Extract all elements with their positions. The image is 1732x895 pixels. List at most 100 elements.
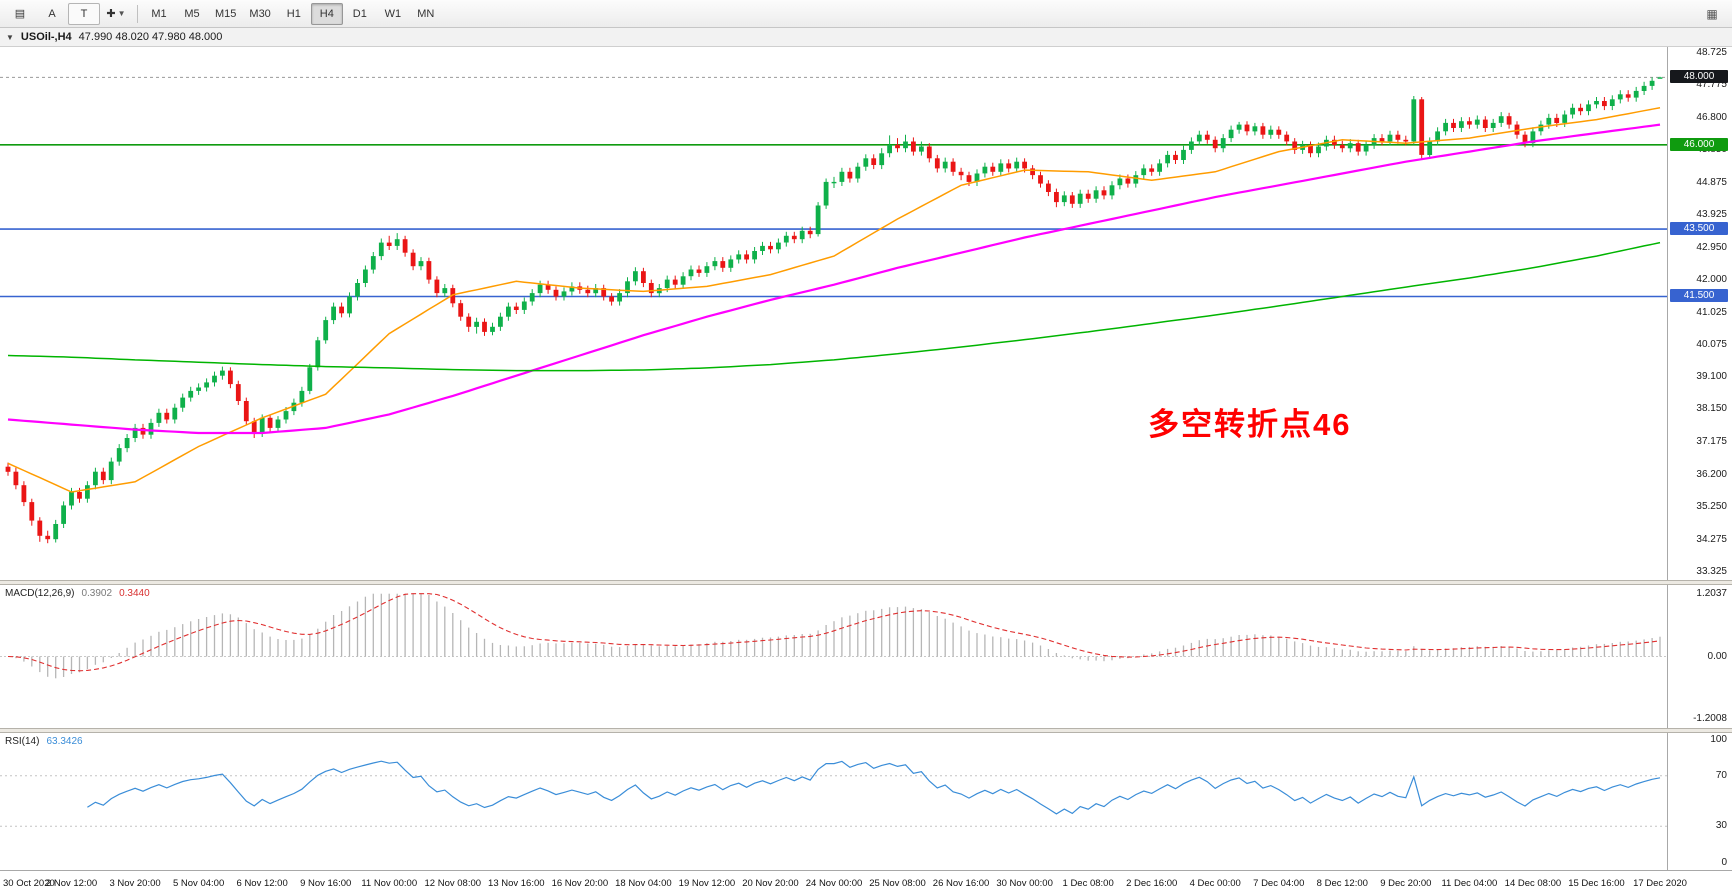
time-tick-label: 7 Dec 04:00: [1253, 878, 1305, 889]
time-tick-label: 2 Nov 12:00: [45, 878, 98, 889]
time-tick-label: 16 Nov 20:00: [551, 878, 609, 889]
drawing-tools-button[interactable]: ✚ ▼: [100, 3, 132, 25]
price-tick-label: 35.250: [1696, 501, 1727, 513]
time-tick-label: 30 Nov 00:00: [996, 878, 1053, 889]
rsi-panel[interactable]: RSI(14) 63.3426 100 70 30 0: [0, 733, 1732, 870]
macd-signal-value: 0.3440: [119, 588, 150, 599]
one-click-trading-icon[interactable]: ▼: [6, 32, 14, 42]
ma-fast-orange: [7, 107, 1661, 493]
price-chart-panel[interactable]: 多空转折点46 48.72547.77546.80045.85044.87543…: [0, 47, 1732, 580]
time-tick-label: 4 Dec 00:00: [1189, 878, 1241, 889]
timeframe-button-m15[interactable]: M15: [215, 7, 237, 20]
rsi-tick-label: 100: [1710, 734, 1727, 745]
chart-annotation: 多空转折点46: [1148, 407, 1352, 442]
time-tick-label: 17 Dec 2020: [1633, 878, 1687, 889]
time-tick-label: 9 Nov 16:00: [300, 878, 352, 889]
time-tick-label: 26 Nov 16:00: [932, 878, 990, 889]
price-tick-label: 41.025: [1696, 306, 1727, 318]
timeframe-button-w1[interactable]: W1: [384, 7, 402, 20]
price-tick-label: 34.275: [1696, 533, 1727, 545]
price-tick-label: 36.200: [1696, 469, 1727, 481]
drawing-tool-icon: ✚: [106, 8, 116, 20]
time-tick-label: 8 Dec 12:00: [1316, 878, 1368, 889]
rsi-label: RSI(14) 63.3426: [5, 736, 83, 747]
text-tool-button[interactable]: T: [68, 2, 100, 25]
price-tick-label: 44.875: [1696, 176, 1727, 188]
price-level-badge: 48.000: [1670, 70, 1728, 84]
ma-medium-magenta: [7, 123, 1661, 435]
time-tick-label: 15 Dec 16:00: [1568, 878, 1625, 889]
macd-signal-line: [7, 593, 1661, 672]
timeframe-button-h1[interactable]: H1: [286, 7, 301, 20]
price-tick-label: 39.100: [1696, 371, 1727, 383]
price-tick-label: 42.000: [1696, 273, 1727, 285]
time-tick-label: 20 Nov 20:00: [742, 878, 799, 889]
macd-scale[interactable]: 1.2037 0.00 -1.2008: [1667, 585, 1732, 728]
timeframe-button-m5[interactable]: M5: [184, 7, 200, 20]
price-tick-label: 43.925: [1696, 208, 1727, 220]
chart-symbol-period: USOil-,H4: [20, 31, 72, 43]
ma-slow-green: [7, 241, 1661, 372]
cursor-tool-button[interactable]: A: [48, 7, 56, 20]
time-tick-label: 18 Nov 04:00: [615, 878, 672, 889]
time-tick-label: 6 Nov 12:00: [236, 878, 288, 889]
macd-tick-label: 0.00: [1707, 650, 1727, 662]
price-tick-label: 48.725: [1696, 47, 1727, 58]
rsi-value: 63.3426: [46, 736, 83, 747]
caret-down-icon: ▼: [117, 9, 126, 18]
macd-panel[interactable]: MACD(12,26,9) 0.3902 0.3440 1.2037 0.00 -1…: [0, 585, 1732, 728]
chart-ohlc-readout: 47.990 48.020 47.980 48.000: [78, 31, 223, 43]
timeframe-button-m1[interactable]: M1: [151, 7, 167, 20]
chart-title-bar: ▼ USOil-,H4 47.990 48.020 47.980 48.000: [0, 28, 1732, 47]
macd-tick-label: 1.2037: [1696, 587, 1727, 599]
time-tick-label: 1 Dec 08:00: [1062, 878, 1114, 889]
rsi-canvas: [0, 760, 1668, 827]
rsi-scale[interactable]: 100 70 30 0: [1667, 733, 1732, 870]
price-chart-canvas: [0, 76, 1668, 544]
time-tick-label: 5 Nov 04:00: [172, 878, 225, 889]
panel-separator[interactable]: [0, 728, 1732, 733]
timeframe-button-d1[interactable]: D1: [352, 7, 367, 20]
price-tick-label: 46.800: [1696, 111, 1727, 123]
time-tick-label: 19 Nov 12:00: [678, 878, 736, 889]
price-tick-label: 37.175: [1696, 436, 1727, 448]
price-level-badge: 43.500: [1670, 222, 1728, 236]
rsi-tick-label: 0: [1721, 857, 1727, 868]
price-tick-label: 38.150: [1696, 403, 1727, 415]
time-tick-label: 12 Nov 08:00: [424, 878, 482, 889]
chart-list-icon[interactable]: ▤: [14, 8, 26, 20]
price-tick-label: 42.950: [1696, 241, 1727, 253]
timeframe-button-m30[interactable]: M30: [249, 7, 271, 20]
time-tick-label: 3 Nov 20:00: [109, 878, 161, 889]
price-tick-label: 40.075: [1696, 338, 1727, 350]
price-level-badge: 41.500: [1670, 289, 1728, 303]
macd-canvas: [0, 593, 1668, 679]
rsi-tick-label: 30: [1715, 820, 1727, 832]
timeframe-group: M1 M5 M15 M30 H1 H4 D1 W1 MN: [143, 2, 442, 25]
price-tick-label: 47.775: [1696, 79, 1727, 91]
macd-main-value: 0.3902: [81, 588, 113, 599]
time-tick-label: 11 Nov 00:00: [361, 878, 418, 889]
time-tick-label: 25 Nov 08:00: [869, 878, 926, 889]
time-tick-label: 2 Dec 16:00: [1126, 878, 1178, 889]
candlestick-series: [5, 76, 1663, 544]
toolbar-separator: [137, 4, 138, 23]
panel-separator[interactable]: [0, 580, 1732, 585]
time-tick-label: 24 Nov 00:00: [805, 878, 863, 889]
macd-tick-label: -1.2008: [1693, 713, 1727, 725]
time-tick-label: 30 Oct 2020: [3, 878, 55, 889]
chart-toolbar: ▤ A T ✚ ▼ M1 M5 M15 M30 H1 H4 D1 W1 MN ▦: [0, 0, 1732, 28]
time-tick-label: 14 Dec 08:00: [1504, 878, 1562, 889]
timeframe-button-h4[interactable]: H4: [310, 2, 343, 25]
toolbar-right-icon[interactable]: ▦: [1706, 6, 1718, 21]
price-scale[interactable]: 48.72547.77546.80045.85044.87543.92542.9…: [1667, 47, 1732, 580]
price-level-badge: 46.000: [1670, 137, 1728, 151]
timeframe-button-mn[interactable]: MN: [417, 7, 435, 20]
time-tick-label: 11 Dec 04:00: [1441, 878, 1498, 889]
rsi-line: [87, 760, 1661, 815]
time-tick-label: 13 Nov 16:00: [488, 878, 545, 889]
time-axis[interactable]: 30 Oct 2020 2 Nov 12:00 3 Nov 20:00 5 Nov 0…: [0, 870, 1732, 895]
rsi-tick-label: 70: [1715, 769, 1727, 781]
price-tick-label: 33.325: [1696, 566, 1727, 577]
